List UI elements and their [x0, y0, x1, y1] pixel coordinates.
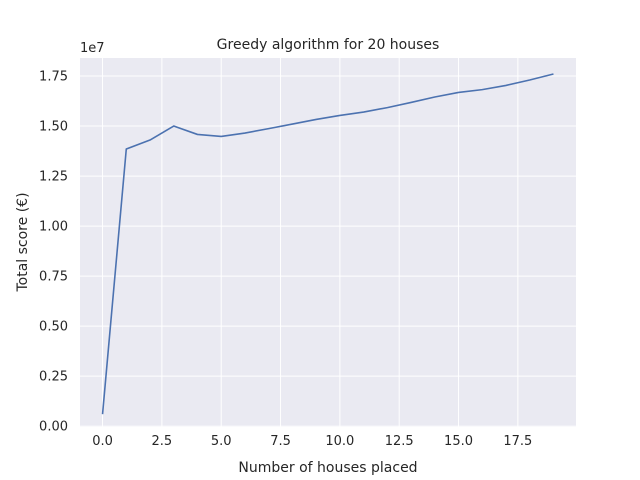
x-tick-label: 0.0 [92, 434, 113, 449]
x-tick-label: 5.0 [211, 434, 232, 449]
y-tick-label: 1.00 [39, 220, 68, 235]
series-group [101, 73, 554, 415]
y-tick-label: 0.50 [39, 320, 68, 335]
x-tick-label: 12.5 [385, 434, 414, 449]
y-tick-label: 1.50 [39, 120, 68, 135]
chart-title: Greedy algorithm for 20 houses [217, 37, 440, 53]
plot-area [80, 58, 576, 427]
x-tick-label: 7.5 [270, 434, 291, 449]
y-axis-label: Total score (€) [15, 192, 31, 292]
x-tick-label: 10.0 [325, 434, 354, 449]
x-tick-label: 17.5 [503, 434, 532, 449]
y-offset-label: 1e7 [80, 41, 105, 56]
y-tick-label: 0.75 [39, 270, 68, 285]
x-tick-label: 15.0 [444, 434, 473, 449]
x-axis-label: Number of houses placed [238, 460, 417, 476]
series-line [101, 73, 554, 415]
y-tick-label: 0.00 [39, 420, 68, 435]
y-tick-label: 1.75 [39, 70, 68, 85]
y-tick-label: 0.25 [39, 370, 68, 385]
x-tick-labels: 0.0 2.5 5.0 7.5 10.0 12.5 15.0 17.5 [92, 434, 532, 449]
grid [80, 58, 576, 427]
x-tick-label: 2.5 [152, 434, 173, 449]
y-tick-labels: 0.00 0.25 0.50 0.75 1.00 1.25 1.50 1.75 [39, 70, 68, 435]
y-tick-label: 1.25 [39, 170, 68, 185]
